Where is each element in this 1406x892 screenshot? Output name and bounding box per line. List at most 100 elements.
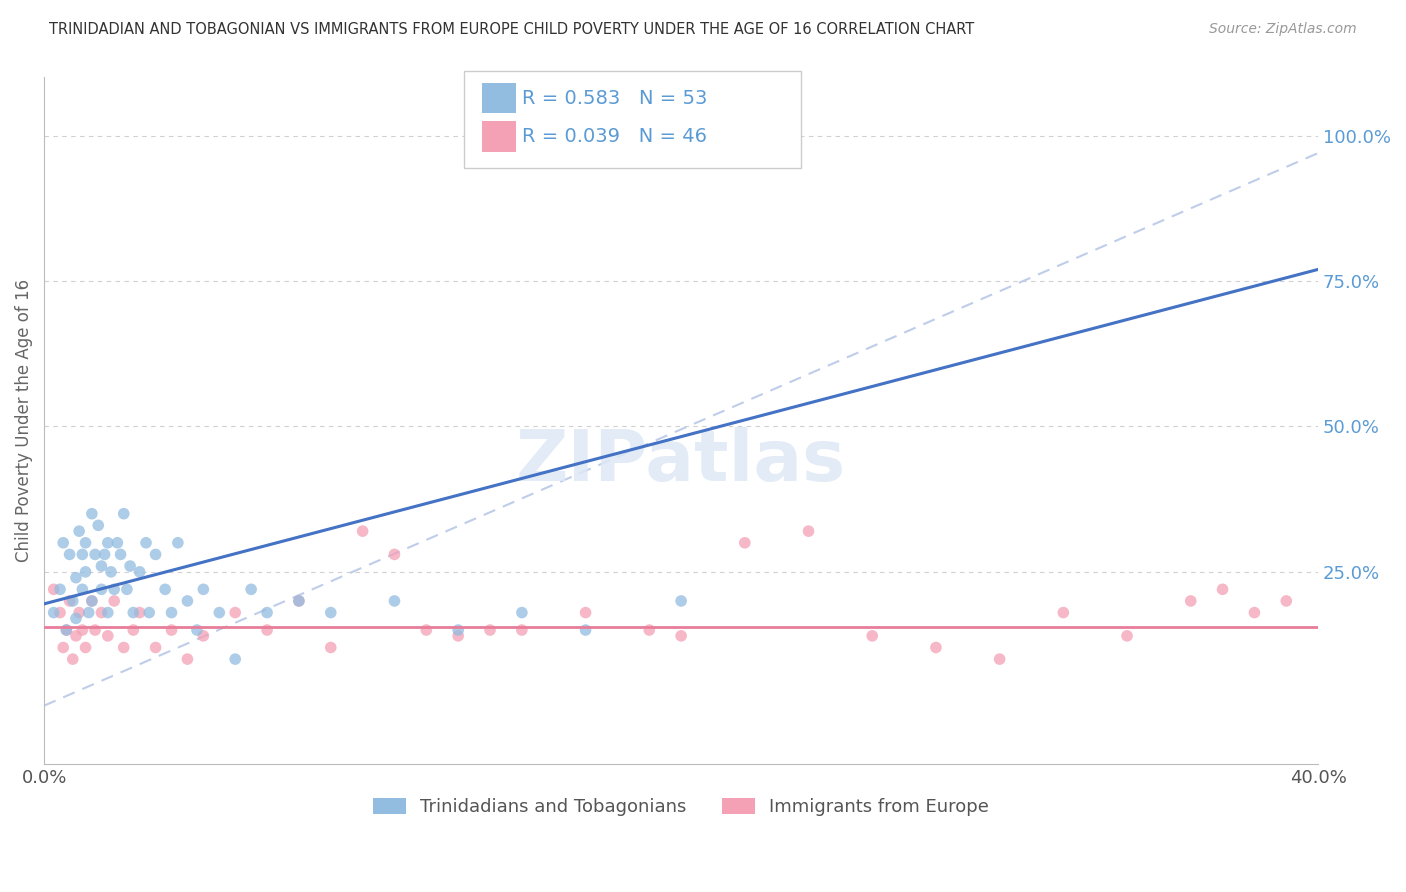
Point: [75, 565, 97, 579]
Point: [176, 594, 198, 608]
Point: [128, 606, 150, 620]
Point: [352, 524, 374, 538]
Point: [574, 623, 596, 637]
Point: [153, 582, 176, 597]
Point: [288, 594, 311, 608]
Point: [80, 507, 103, 521]
Point: [797, 524, 820, 538]
Point: [510, 623, 533, 637]
Point: [110, 548, 132, 562]
Point: [208, 606, 231, 620]
Point: [90, 559, 112, 574]
Text: R = 0.583   N = 53: R = 0.583 N = 53: [522, 88, 707, 108]
Point: [256, 623, 278, 637]
Point: [112, 507, 135, 521]
Point: [988, 652, 1011, 666]
Point: [1212, 582, 1234, 597]
Y-axis label: Child Poverty Under the Age of 16: Child Poverty Under the Age of 16: [15, 279, 32, 562]
Point: [80, 594, 103, 608]
Point: [84, 623, 107, 637]
Point: [193, 629, 215, 643]
Point: [319, 640, 342, 655]
Point: [176, 652, 198, 666]
Point: [288, 594, 311, 608]
Point: [42, 606, 65, 620]
Point: [224, 652, 246, 666]
Text: TRINIDADIAN AND TOBAGONIAN VS IMMIGRANTS FROM EUROPE CHILD POVERTY UNDER THE AGE: TRINIDADIAN AND TOBAGONIAN VS IMMIGRANTS…: [49, 22, 974, 37]
Point: [97, 536, 120, 550]
Point: [58, 548, 80, 562]
Point: [122, 623, 145, 637]
Point: [138, 606, 160, 620]
Point: [384, 594, 406, 608]
Point: [67, 524, 90, 538]
Point: [510, 128, 533, 143]
Point: [72, 548, 94, 562]
Point: [55, 623, 77, 637]
Point: [90, 606, 112, 620]
Point: [669, 629, 692, 643]
Point: [115, 582, 138, 597]
Point: [65, 571, 87, 585]
Point: [103, 582, 125, 597]
Point: [734, 536, 756, 550]
Point: [62, 594, 84, 608]
Point: [72, 582, 94, 597]
Point: [122, 606, 145, 620]
Point: [1275, 594, 1298, 608]
Point: [67, 606, 90, 620]
Point: [97, 629, 120, 643]
Point: [42, 582, 65, 597]
Point: [240, 582, 263, 597]
Point: [669, 594, 692, 608]
Point: [87, 518, 110, 533]
Point: [128, 565, 150, 579]
Text: Source: ZipAtlas.com: Source: ZipAtlas.com: [1209, 22, 1357, 37]
Point: [112, 640, 135, 655]
Point: [319, 606, 342, 620]
Text: R = 0.039   N = 46: R = 0.039 N = 46: [522, 127, 707, 146]
Point: [100, 565, 122, 579]
Point: [167, 536, 190, 550]
Point: [105, 536, 128, 550]
Point: [447, 629, 470, 643]
Point: [510, 606, 533, 620]
Point: [58, 594, 80, 608]
Point: [1243, 606, 1265, 620]
Point: [256, 606, 278, 620]
Point: [72, 623, 94, 637]
Point: [93, 548, 115, 562]
Point: [1052, 606, 1074, 620]
Point: [193, 582, 215, 597]
Point: [103, 594, 125, 608]
Point: [638, 623, 661, 637]
Point: [52, 536, 75, 550]
Point: [447, 623, 470, 637]
Point: [479, 623, 502, 637]
Point: [84, 548, 107, 562]
Text: ZIPatlas: ZIPatlas: [516, 427, 846, 496]
Point: [75, 536, 97, 550]
Point: [186, 623, 208, 637]
Point: [574, 606, 596, 620]
Point: [52, 640, 75, 655]
Point: [49, 582, 72, 597]
Point: [160, 623, 183, 637]
Point: [75, 640, 97, 655]
Point: [49, 606, 72, 620]
Point: [135, 536, 157, 550]
Point: [77, 606, 100, 620]
Point: [224, 606, 246, 620]
Point: [145, 548, 167, 562]
Point: [65, 629, 87, 643]
Point: [160, 606, 183, 620]
Point: [120, 559, 142, 574]
Point: [1180, 594, 1202, 608]
Point: [80, 594, 103, 608]
Point: [860, 629, 883, 643]
Point: [55, 623, 77, 637]
Point: [90, 582, 112, 597]
Point: [62, 652, 84, 666]
Point: [97, 606, 120, 620]
Point: [1116, 629, 1139, 643]
